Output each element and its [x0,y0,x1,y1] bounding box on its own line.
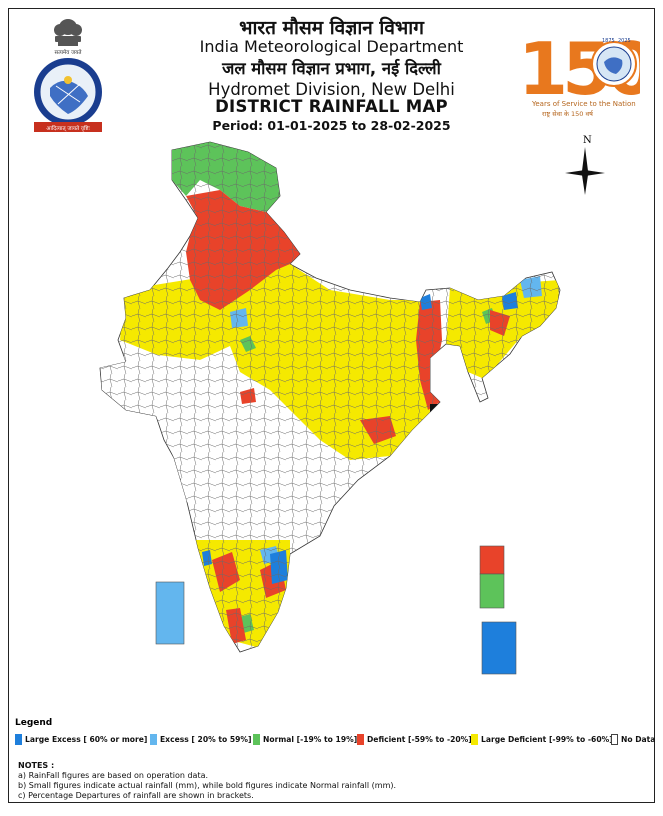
motto-text: सत्यमेव जयते [54,49,82,56]
legend-swatch [357,733,364,745]
district-rainfall-map [99,141,561,675]
logo-tagline-hindi: राष्ट्र सेवा के 150 वर्ष [542,110,593,118]
legend-label: Normal [-19% to 19%] [263,734,358,744]
north-arrow: N [563,133,607,197]
legend-label: Large Excess [ 60% or more] [25,734,148,744]
legend-swatch [611,733,618,745]
compass-icon [565,147,605,195]
nicobar-inset [481,621,517,675]
legend-item-deficient: Deficient [-59% to -20%] [357,732,472,746]
logo-year-right: 2025 [618,38,631,44]
legend-label: Excess [ 20% to 59%] [160,734,252,744]
legend-item-excess: Excess [ 20% to 59%] [150,732,252,746]
andaman-inset-red [479,545,505,575]
imd-150-years-logo: 150 1875 2025 Years of Service to the Na… [518,24,659,120]
logo-year-left: 1875 [602,38,615,44]
imd-emblem-icon: सत्यमेव जयते आदित्यात् जायते वृष्टिः [34,19,102,132]
map-frame [8,8,655,803]
legend-swatch [150,733,157,745]
legend-item-large-excess: Large Excess [ 60% or more] [15,732,147,746]
notes: NOTES : a) RainFall figures are based on… [18,761,396,801]
andaman-inset-green [479,573,505,609]
seal-banner-text: आदित्यात् जायते वृष्टिः [46,125,90,132]
legend-label: Large Deficient [-99% to -60%] [481,734,613,744]
legend-item-no-data: No Data [611,732,663,746]
legend-label: Deficient [-59% to -20%] [367,734,472,744]
note-line: b) Small figures indicate actual rainfal… [18,781,397,790]
note-line: a) RainFall figures are based on operati… [18,771,209,780]
map-title: DISTRICT RAINFALL MAP [215,97,448,116]
lakshadweep-inset [155,581,185,645]
north-label: N [583,135,592,146]
legend: Large Excess [ 60% or more] Excess [ 20%… [15,732,663,746]
legend-swatch [253,733,260,745]
legend-label: No Data [621,734,656,744]
legend-swatch [15,733,22,745]
sundarbans-patch [430,404,442,414]
legend-swatch [471,733,478,745]
period-label: Period: 01-01-2025 to 28-02-2025 [212,118,451,133]
header-title-english: India Meteorological Department [199,37,464,56]
note-line: c) Percentage Departures of rainfall are… [18,791,254,800]
header-title-hindi: भारत मौसम विज्ञान विभाग [239,17,424,39]
legend-item-large-deficient: Large Deficient [-99% to -60%] [471,732,613,746]
logo-150-icon: 150 1875 2025 [518,27,659,111]
legend-title: Legend [15,718,53,728]
logo-tagline: Years of Service to the Nation [532,100,636,108]
legend-item-normal: Normal [-19% to 19%] [253,732,357,746]
header-division-hindi: जल मौसम विज्ञान प्रभाग, नई दिल्ली [222,59,441,78]
notes-title: NOTES : [18,761,55,770]
header-division-english: Hydromet Division, New Delhi [208,80,455,99]
